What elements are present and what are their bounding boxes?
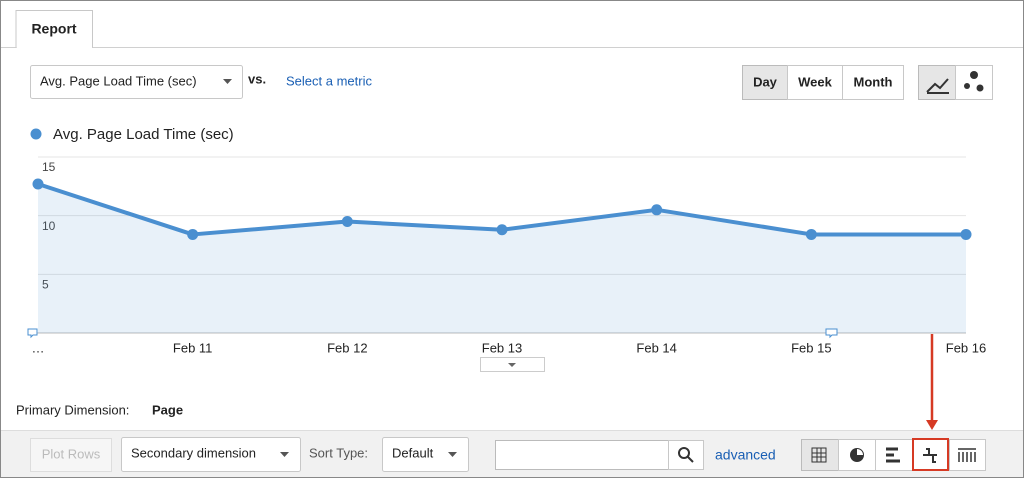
- line-chart-icon: [926, 78, 949, 94]
- callout-arrowhead: [926, 420, 938, 430]
- x-tick-label: Feb 14: [636, 340, 676, 355]
- period-label[interactable]: Day: [753, 74, 778, 89]
- primary-dimension-value[interactable]: Page: [152, 402, 183, 417]
- annotation-marker[interactable]: [825, 328, 838, 339]
- series-area: [38, 183, 966, 333]
- table-view-button[interactable]: [801, 439, 839, 471]
- sort-type-value[interactable]: Default: [392, 445, 434, 460]
- search-input[interactable]: [495, 440, 669, 470]
- motion-chart-icon: [964, 71, 984, 92]
- legend-dot: [30, 128, 42, 140]
- dropdown-caret: [448, 452, 457, 457]
- y-tick-label: 10: [42, 219, 56, 233]
- toggle-caret: [508, 363, 516, 367]
- secondary-dimension-label[interactable]: Secondary dimension: [131, 445, 256, 460]
- metric-dropdown-label[interactable]: Avg. Page Load Time (sec): [40, 73, 197, 88]
- line-chart-button[interactable]: [918, 65, 956, 100]
- chart: 5 10 15 … Feb 11 Feb 12 Feb 13 Feb 14 Feb 15 Feb …: [32, 156, 986, 355]
- comparison-view-icon: [923, 448, 937, 463]
- metric-dropdown[interactable]: [30, 65, 243, 99]
- month-button[interactable]: [842, 65, 904, 100]
- motion-chart-button[interactable]: [955, 65, 993, 100]
- pivot-view-icon: [958, 448, 976, 462]
- period-label[interactable]: Month: [854, 74, 893, 89]
- x-tick-label: …: [32, 340, 45, 355]
- select-metric-link[interactable]: Select a metric: [286, 73, 372, 88]
- highlight-box: [912, 438, 949, 471]
- data-point: [32, 178, 44, 190]
- period-label[interactable]: Week: [798, 74, 832, 89]
- x-tick-label: Feb 16: [946, 340, 986, 355]
- week-button[interactable]: [787, 65, 843, 100]
- table-view-icon: [811, 447, 827, 463]
- annotation-marker[interactable]: [27, 328, 38, 339]
- search-icon: [678, 447, 694, 463]
- dropdown-caret: [280, 452, 289, 457]
- search-button[interactable]: [668, 440, 704, 470]
- data-point: [651, 204, 663, 216]
- vs-label: vs.: [248, 71, 266, 86]
- secondary-dimension-dropdown[interactable]: [121, 437, 301, 472]
- plot-rows-label[interactable]: Plot Rows: [42, 446, 101, 461]
- data-point: [805, 228, 817, 240]
- data-point: [341, 216, 353, 228]
- tab-label[interactable]: Report: [31, 21, 76, 37]
- x-tick-label: Feb 11: [173, 340, 213, 355]
- pivot-view-button[interactable]: [949, 439, 986, 471]
- legend-label: Avg. Page Load Time (sec): [53, 126, 234, 143]
- tab[interactable]: [15, 10, 93, 48]
- y-tick-label: 5: [42, 278, 49, 292]
- data-point: [960, 228, 972, 240]
- primary-dimension-label: Primary Dimension:: [16, 402, 129, 417]
- x-tick-label: Feb 13: [482, 340, 522, 355]
- plot-rows-button[interactable]: [30, 438, 112, 472]
- pie-view-slice: [857, 449, 863, 455]
- data-point: [496, 224, 508, 236]
- sort-type-dropdown[interactable]: [382, 437, 469, 472]
- data-point: [187, 228, 199, 240]
- x-tick-label: Feb 15: [791, 340, 831, 355]
- dropdown-caret: [223, 79, 232, 84]
- bar-view-icon: [886, 447, 900, 463]
- x-tick-label: Feb 12: [327, 340, 367, 355]
- advanced-link[interactable]: advanced: [715, 447, 776, 463]
- y-tick-label: 15: [42, 160, 56, 174]
- tab-join: [17, 44, 92, 49]
- sort-type-label: Sort Type:: [309, 445, 368, 460]
- day-button[interactable]: [742, 65, 788, 100]
